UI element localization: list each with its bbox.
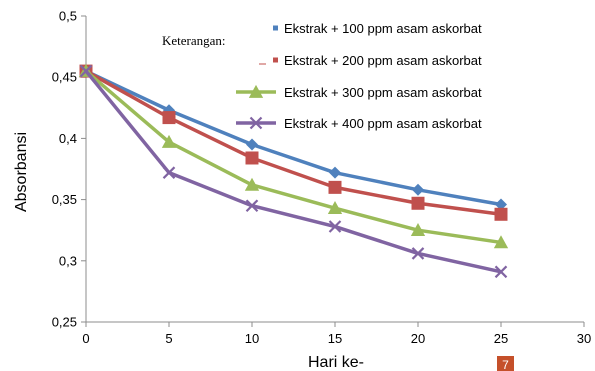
data-point bbox=[412, 183, 424, 196]
series-line bbox=[84, 69, 502, 274]
x-axis-title: Hari ke- bbox=[308, 354, 364, 371]
x-tick-label: 20 bbox=[411, 331, 425, 346]
x-tick-label: 30 bbox=[577, 331, 591, 346]
page-badge-label: 7 bbox=[502, 358, 509, 371]
page-badge-background bbox=[497, 356, 514, 371]
page-number-badge: 7 bbox=[497, 356, 514, 371]
y-tick-label: 0,3 bbox=[59, 253, 77, 268]
legend-entry-label: Ekstrak + 400 ppm asam askorbat bbox=[284, 116, 482, 131]
x-tick-label: 10 bbox=[245, 331, 259, 346]
x-tick-label: 25 bbox=[494, 331, 508, 346]
data-point bbox=[410, 223, 426, 237]
data-point bbox=[244, 177, 260, 191]
y-tick-label: 0,5 bbox=[59, 9, 77, 24]
data-point bbox=[161, 134, 177, 148]
data-point bbox=[494, 265, 508, 279]
data-point bbox=[494, 207, 508, 221]
legend-entry-label: Ekstrak + 300 ppm asam askorbat bbox=[284, 85, 482, 100]
data-point bbox=[249, 116, 263, 130]
y-tick-label: 0,35 bbox=[52, 192, 77, 207]
series-4 bbox=[79, 64, 508, 279]
series-line bbox=[85, 69, 502, 217]
y-tick-label: 0,45 bbox=[52, 70, 77, 85]
legend-title: Keterangan: bbox=[162, 33, 226, 48]
legend-swatch-marker bbox=[273, 57, 278, 63]
series-2 bbox=[79, 64, 508, 221]
y-axis-title: Absorbansi bbox=[13, 132, 30, 212]
legend-entry-label: Ekstrak + 100 ppm asam askorbat bbox=[284, 21, 482, 36]
data-point bbox=[248, 84, 264, 98]
data-point bbox=[329, 166, 341, 179]
x-axis-ticks: 0 5 10 15 20 25 30 bbox=[82, 322, 591, 346]
y-tick-label: 0,4 bbox=[59, 131, 77, 146]
data-point bbox=[327, 201, 343, 215]
data-point bbox=[495, 198, 507, 211]
series-layer bbox=[78, 63, 509, 279]
data-point bbox=[328, 180, 342, 194]
y-axis-ticks: 0,25 0,3 0,35 0,4 0,45 0,5 bbox=[52, 9, 86, 330]
data-point bbox=[411, 247, 425, 260]
x-tick-label: 5 bbox=[165, 331, 172, 346]
data-point bbox=[79, 64, 93, 78]
data-point bbox=[328, 220, 342, 233]
y-tick-label: 0,25 bbox=[52, 315, 77, 330]
legend-entry-label: Ekstrak + 200 ppm asam askorbat bbox=[284, 53, 482, 68]
series-line bbox=[84, 69, 502, 245]
data-point bbox=[411, 196, 425, 210]
data-point bbox=[162, 166, 176, 179]
data-point bbox=[245, 151, 259, 165]
data-point bbox=[245, 199, 259, 212]
data-point bbox=[246, 138, 258, 151]
legend-swatch-marker bbox=[273, 25, 278, 31]
data-point bbox=[162, 111, 176, 125]
legend: Keterangan: Ekstrak + 100 ppm asam askor… bbox=[162, 21, 482, 131]
data-point bbox=[493, 235, 509, 249]
x-tick-label: 0 bbox=[82, 331, 89, 346]
series-line bbox=[85, 69, 502, 207]
x-tick-label: 15 bbox=[328, 331, 342, 346]
